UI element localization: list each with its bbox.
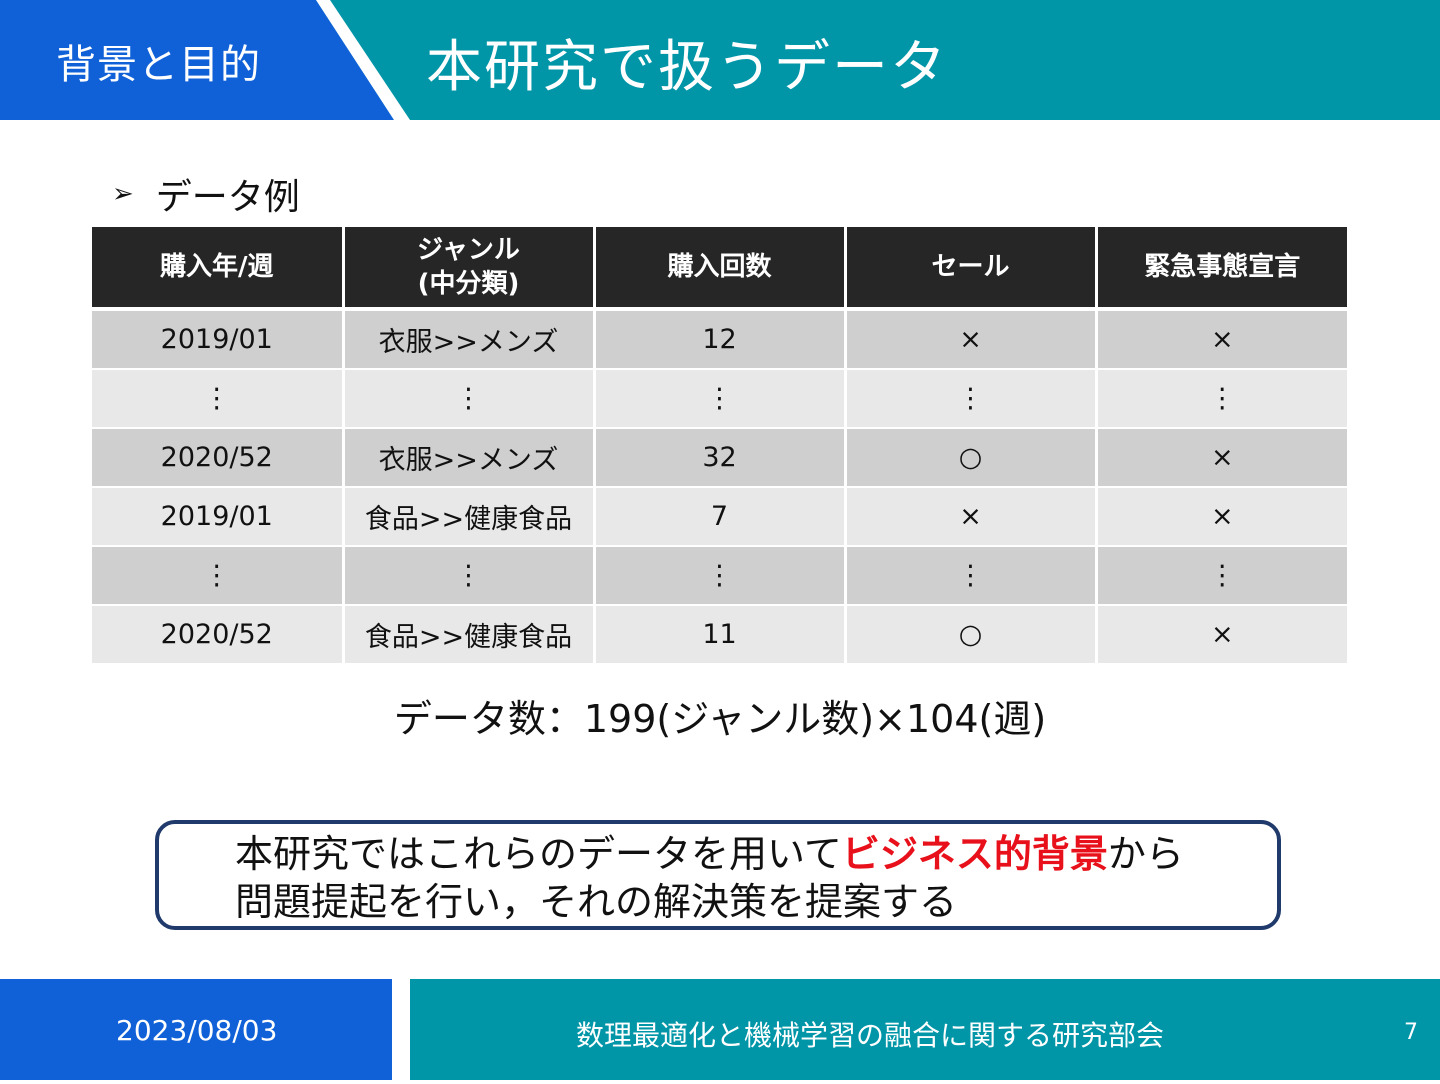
table-cell: 食品>>健康食品 — [341, 604, 596, 665]
footer-bar — [0, 979, 1440, 1080]
ellipsis-cell: ⋮ — [1094, 368, 1347, 429]
table-header-row: 購入年/週 ジャンル (中分類) 購入回数 セール 緊急事態宣言 — [92, 227, 1347, 311]
table-row: 2020/52 食品>>健康食品 11 ○ × — [92, 604, 1347, 665]
table-cell: 2019/01 — [92, 308, 345, 370]
section-label: 背景と目的 — [56, 42, 261, 88]
callout-text-part2: から — [1107, 832, 1184, 876]
table-cell: 2020/52 — [92, 427, 345, 488]
table-cell: 2020/52 — [92, 604, 345, 665]
table-row: ⋮ ⋮ ⋮ ⋮ ⋮ — [92, 368, 1347, 429]
slide-title: 本研究で扱うデータ — [426, 35, 948, 100]
table-cell: 衣服>>メンズ — [341, 427, 596, 488]
callout-text-part1: 本研究ではこれらのデータを用いて — [235, 832, 842, 876]
header-background — [0, 0, 1440, 120]
header-genre: ジャンル (中分類) — [341, 227, 596, 311]
footer-title: 数理最適化と機械学習の融合に関する研究部会 — [575, 1019, 1164, 1052]
table-cell: 食品>>健康食品 — [341, 486, 596, 547]
table-cell: ○ — [843, 427, 1098, 488]
callout-text: 本研究ではこれらのデータを用いてビジネス的背景から問題提起を行い，それの解決策を… — [235, 830, 1184, 926]
table-row: 2019/01 食品>>健康食品 7 × × — [92, 486, 1347, 547]
table-cell: × — [1094, 427, 1347, 488]
table-row: 2019/01 衣服>>メンズ 12 × × — [92, 308, 1347, 370]
header-purchase-week: 購入年/週 — [92, 227, 345, 311]
table-cell: 12 — [592, 308, 847, 370]
table-cell: × — [1094, 308, 1347, 370]
ellipsis-cell: ⋮ — [92, 368, 345, 429]
callout-line2: 問題提起を行い，それの解決策を提案する — [235, 880, 958, 924]
table-cell: × — [1094, 486, 1347, 547]
ellipsis-cell: ⋮ — [341, 545, 596, 606]
ellipsis-cell: ⋮ — [341, 368, 596, 429]
table-cell: 7 — [592, 486, 847, 547]
ellipsis-cell: ⋮ — [1094, 545, 1347, 606]
table-cell: 32 — [592, 427, 847, 488]
footer-date: 2023/08/03 — [116, 1014, 278, 1047]
ellipsis-cell: ⋮ — [92, 545, 345, 606]
table-row: 2020/52 衣服>>メンズ 32 ○ × — [92, 427, 1347, 488]
arrow-bullet-icon: ➢ — [112, 179, 134, 209]
table-cell: 2019/01 — [92, 486, 345, 547]
conclusion-callout: 本研究ではこれらのデータを用いてビジネス的背景から問題提起を行い，それの解決策を… — [155, 820, 1281, 930]
header-sale: セール — [843, 227, 1098, 311]
ellipsis-cell: ⋮ — [592, 368, 847, 429]
bullet-text: データ例 — [155, 177, 300, 218]
header-emergency: 緊急事態宣言 — [1094, 227, 1347, 311]
data-example-table: 購入年/週 ジャンル (中分類) 購入回数 セール 緊急事態宣言 2019/01… — [92, 227, 1347, 665]
ellipsis-cell: ⋮ — [592, 545, 847, 606]
ellipsis-cell: ⋮ — [843, 545, 1098, 606]
table-row: ⋮ ⋮ ⋮ ⋮ ⋮ — [92, 545, 1347, 606]
header-purchase-count: 購入回数 — [592, 227, 847, 311]
table-cell: 11 — [592, 604, 847, 665]
table-cell: × — [843, 486, 1098, 547]
data-count-text: データ数：199(ジャンル数)×104(週) — [393, 697, 1047, 741]
bullet-heading: ➢ データ例 — [112, 168, 300, 220]
table-cell: ○ — [843, 604, 1098, 665]
header-bar — [0, 0, 1440, 120]
table-cell: × — [1094, 604, 1347, 665]
callout-emphasis: ビジネス的背景 — [841, 832, 1108, 876]
page-number: 7 — [1404, 1020, 1418, 1045]
ellipsis-cell: ⋮ — [843, 368, 1098, 429]
table-cell: 衣服>>メンズ — [341, 308, 596, 370]
table-cell: × — [843, 308, 1098, 370]
footer-background — [0, 979, 1440, 1080]
